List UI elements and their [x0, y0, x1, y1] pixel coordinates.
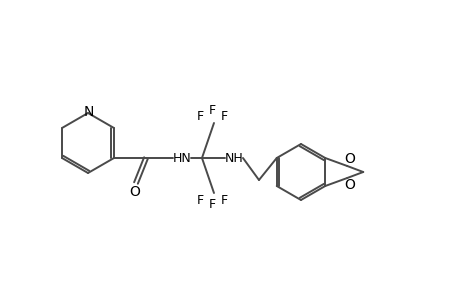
Text: HN: HN: [172, 152, 191, 164]
Text: O: O: [343, 152, 354, 166]
Text: N: N: [84, 105, 94, 119]
Text: F: F: [220, 110, 227, 122]
Text: F: F: [196, 194, 203, 206]
Text: NH: NH: [224, 152, 243, 164]
Text: O: O: [343, 178, 354, 192]
Text: F: F: [208, 104, 215, 118]
Text: O: O: [129, 185, 140, 199]
Text: F: F: [196, 110, 203, 122]
Text: F: F: [220, 194, 227, 206]
Text: F: F: [208, 199, 215, 212]
